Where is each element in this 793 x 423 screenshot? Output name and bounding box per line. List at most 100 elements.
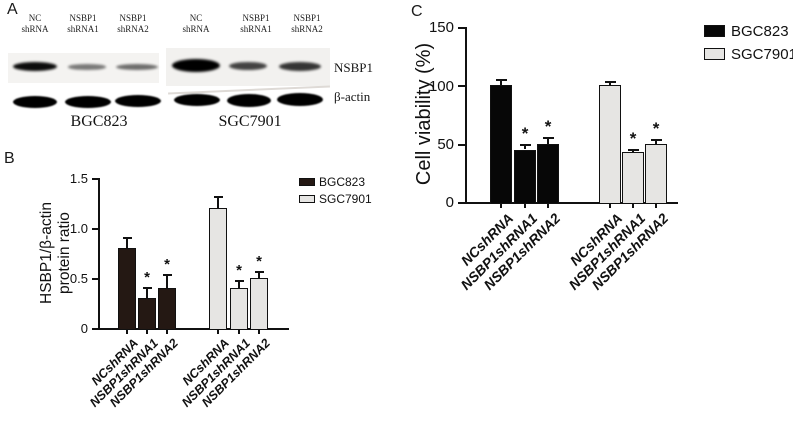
lane-label: NSBP1 shRNA1 bbox=[67, 13, 99, 34]
chart-b-sig-star: * bbox=[256, 253, 262, 270]
chart-c-y-tick-label: 50 bbox=[437, 135, 454, 153]
chart-c-error-bar-stem bbox=[655, 140, 657, 144]
lane-label: NC shRNA bbox=[21, 13, 49, 34]
blot-row-label-actin: β-actin bbox=[334, 89, 371, 104]
chart-c-y-tick-mark bbox=[458, 27, 465, 29]
chart-b-sig-star: * bbox=[236, 262, 242, 279]
chart-c-sig-star: * bbox=[629, 128, 637, 148]
chart-b-bar bbox=[230, 288, 248, 330]
chart-c-error-bar-cap bbox=[519, 143, 531, 146]
nsbp1-band bbox=[229, 62, 267, 70]
chart-b-y-tick-mark bbox=[92, 228, 98, 230]
chart-c-legend-swatch-sgc7901 bbox=[704, 48, 725, 60]
chart-c-y-tick-label: 100 bbox=[428, 77, 454, 95]
chart-c-bar bbox=[514, 149, 536, 204]
nsbp1-band bbox=[279, 61, 321, 71]
chart-c-x-tick-mark bbox=[500, 204, 502, 208]
chart-c-y-tick-mark bbox=[458, 85, 465, 88]
chart-b-y-axis-title: HSBP1/β-actin protein ratio bbox=[38, 202, 73, 304]
chart-c-sig-star: * bbox=[521, 123, 529, 143]
chart-c-error-bar-cap bbox=[627, 148, 639, 151]
chart-c-error-bar-cap bbox=[650, 139, 662, 142]
actin-band bbox=[174, 94, 220, 106]
chart-c-bar bbox=[622, 151, 644, 204]
chart-b-error-bar-cap bbox=[122, 237, 132, 239]
chart-c-x-axis bbox=[465, 202, 678, 204]
chart-c-bar bbox=[490, 85, 512, 204]
chart-b-legend-swatch-bgc823 bbox=[299, 178, 315, 186]
actin-band bbox=[277, 93, 323, 106]
chart-b-x-tick-mark bbox=[258, 330, 260, 334]
chart-b-bar bbox=[250, 278, 268, 330]
chart-b-error-bar-stem bbox=[146, 288, 148, 298]
cell-line-label-bgc823: BGC823 bbox=[70, 113, 128, 130]
panel-a-letter: A bbox=[7, 1, 19, 18]
chart-b-error-bar-cap bbox=[213, 196, 223, 198]
chart-b-y-tick-mark bbox=[92, 328, 98, 330]
chart-c-x-tick-mark bbox=[609, 204, 611, 208]
chart-c-legend-swatch-bgc823 bbox=[704, 25, 725, 37]
lane-label: NSBP1 shRNA2 bbox=[291, 13, 323, 34]
chart-b-y-tick-label: 1.0 bbox=[69, 221, 88, 237]
chart-c-x-tick-mark bbox=[524, 204, 526, 208]
chart-b-x-tick-mark bbox=[166, 330, 168, 334]
chart-b-y-axis bbox=[98, 178, 100, 330]
chart-b-x-axis bbox=[98, 328, 289, 330]
lane-label: NSBP1 shRNA2 bbox=[117, 13, 149, 34]
chart-c-error-bar-cap bbox=[604, 80, 616, 83]
panel-c-letter: C bbox=[411, 3, 424, 20]
chart-b-x-tick-mark bbox=[146, 330, 148, 334]
actin-band bbox=[115, 95, 161, 107]
chart-b-error-bar-stem bbox=[258, 272, 260, 278]
chart-b-legend-swatch-sgc7901 bbox=[299, 195, 315, 203]
chart-c-error-bar-stem bbox=[524, 144, 526, 150]
chart-b-x-tick-mark bbox=[217, 330, 219, 334]
chart-c-x-tick-mark bbox=[655, 204, 657, 208]
chart-b-error-bar-cap bbox=[142, 287, 152, 289]
chart-b-y-tick-label: 0 bbox=[80, 321, 88, 337]
chart-c-y-tick-mark bbox=[458, 202, 465, 204]
chart-c-y-axis bbox=[465, 27, 467, 204]
chart-b-y-tick-label: 1.5 bbox=[69, 171, 88, 187]
chart-b-error-bar-cap bbox=[254, 271, 264, 273]
cell-line-label-sgc7901: SGC7901 bbox=[218, 113, 282, 130]
chart-c-legend-label: SGC7901 bbox=[731, 45, 793, 63]
chart-c-bar bbox=[537, 143, 559, 204]
chart-b-bar bbox=[118, 248, 136, 330]
nsbp1-band bbox=[116, 64, 158, 70]
blot-row-label-nsbp1: NSBP1 bbox=[334, 60, 374, 75]
chart-b-bar bbox=[209, 208, 227, 330]
chart-b-bar bbox=[138, 298, 156, 330]
chart-c-legend-label: BGC823 bbox=[731, 22, 789, 40]
chart-b-sig-star: * bbox=[144, 269, 150, 286]
chart-b-sig-star: * bbox=[164, 256, 170, 273]
chart-c-y-tick-label: 0 bbox=[445, 194, 454, 212]
chart-b-error-bar-stem bbox=[238, 281, 240, 288]
actin-band bbox=[227, 93, 271, 107]
chart-c-error-bar-stem bbox=[500, 79, 502, 86]
chart-b-x-tick-mark bbox=[126, 330, 128, 334]
chart-c-bar bbox=[599, 85, 621, 204]
chart-b-legend-label: SGC7901 bbox=[319, 192, 372, 206]
chart-c-x-tick-mark bbox=[632, 204, 634, 208]
lane-label: NC shRNA bbox=[182, 13, 210, 34]
nsbp1-band bbox=[68, 64, 106, 70]
chart-b-legend-label: BGC823 bbox=[319, 175, 366, 189]
chart-b-error-bar-stem bbox=[217, 197, 219, 208]
chart-b-y-tick-label: 0.5 bbox=[69, 271, 88, 287]
actin-band bbox=[65, 95, 111, 108]
chart-b-y-tick-mark bbox=[92, 178, 98, 180]
chart-c-error-bar-stem bbox=[609, 81, 611, 86]
chart-c-sig-star: * bbox=[544, 116, 552, 136]
chart-c-error-bar-cap bbox=[542, 136, 554, 139]
lane-label: NSBP1 shRNA1 bbox=[240, 13, 272, 34]
chart-b-x-tick-mark bbox=[238, 330, 240, 334]
nsbp1-band bbox=[172, 58, 220, 72]
chart-b-bar bbox=[158, 288, 176, 330]
chart-c-x-tick-mark bbox=[547, 204, 549, 208]
chart-c-sig-star: * bbox=[652, 119, 660, 139]
chart-c-error-bar-stem bbox=[547, 137, 549, 144]
chart-b-error-bar-cap bbox=[162, 274, 172, 276]
actin-band bbox=[13, 96, 57, 108]
